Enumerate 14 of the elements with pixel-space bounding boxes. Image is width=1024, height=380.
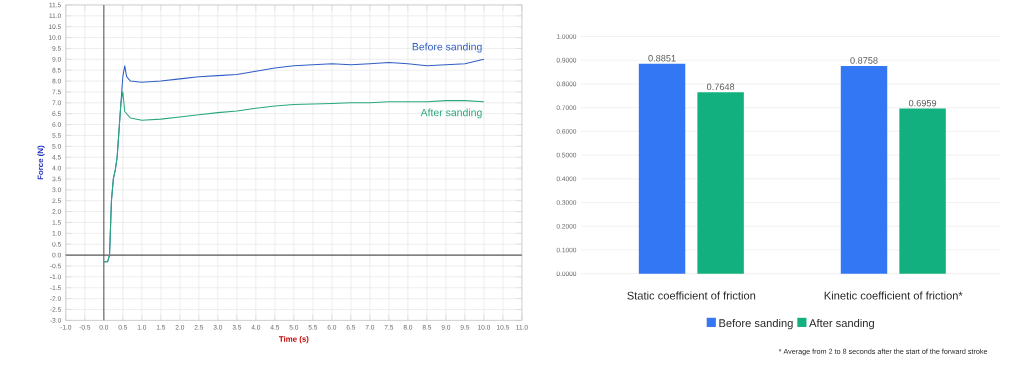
legend-label: After sanding: [809, 319, 874, 330]
data-label: 0.8851: [648, 55, 676, 62]
data-label: 0.6959: [908, 100, 937, 107]
data-label: 0.8758: [850, 57, 878, 64]
bar: [899, 108, 946, 274]
bar: [697, 92, 744, 274]
x-tick-label: Static coefficient of friction: [627, 291, 756, 300]
bar: [638, 63, 686, 274]
bar: [840, 66, 888, 274]
data-label: 0.7648: [706, 83, 735, 91]
series-label: Before sanding: [412, 42, 482, 53]
series-label: After sanding: [420, 108, 482, 119]
legend-label: Before sanding: [719, 319, 793, 330]
x-tick-label: Kinetic coefficient of friction*: [824, 291, 963, 300]
